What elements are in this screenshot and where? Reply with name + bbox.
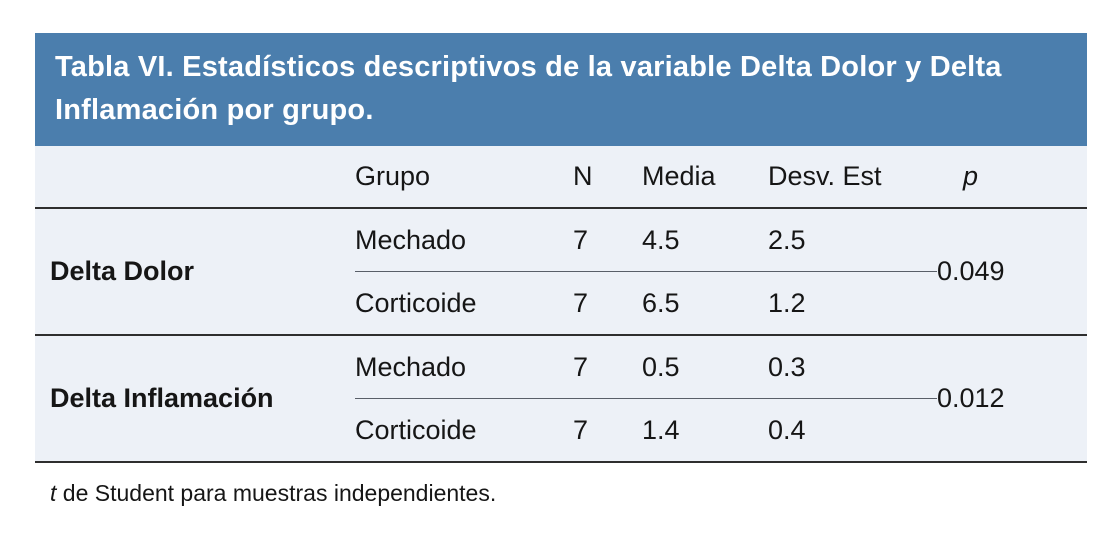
- cell-n: 7: [573, 414, 589, 445]
- cell-desv: 0.4: [768, 414, 806, 445]
- col-header-n: N: [573, 146, 642, 209]
- table-title: Tabla VI. Estadísticos descriptivos de l…: [35, 33, 1087, 146]
- cell-n: 7: [573, 335, 642, 399]
- cell-desv: 0.3: [768, 335, 937, 399]
- cell-grupo: Mechado: [355, 208, 573, 272]
- cell-grupo: Corticoide: [355, 414, 477, 445]
- col-header-desv-est: Desv. Est: [768, 146, 937, 209]
- statistics-table: Grupo N Media Desv. Est p Delta Dolor Me…: [35, 146, 1087, 463]
- cell-p-value: 0.049: [937, 208, 1087, 336]
- table-footnote: t de Student para muestras independiente…: [50, 480, 1087, 507]
- table-row: Corticoide 7 6.5 1.2: [35, 271, 1087, 336]
- table-row: Corticoide 7 1.4 0.4: [35, 399, 1087, 463]
- cell-p-value: 0.012: [937, 383, 1005, 413]
- header-row: Grupo N Media Desv. Est p: [35, 146, 1087, 209]
- col-header-media: Media: [642, 146, 768, 209]
- cell-grupo: Corticoide: [355, 271, 573, 336]
- cell-media: 6.5: [642, 271, 768, 336]
- table-header: Grupo N Media Desv. Est p: [35, 146, 1087, 209]
- footnote-text: de Student para muestras independientes.: [56, 480, 497, 506]
- cell-n: 7: [573, 208, 642, 272]
- variable-label-delta-dolor: Delta Dolor: [35, 208, 355, 336]
- cell-desv: 1.2: [768, 271, 937, 336]
- cell-desv: 2.5: [768, 208, 937, 272]
- variable-label-delta-inflamacion: Delta Inflamación: [50, 383, 274, 413]
- cell-n: 7: [573, 271, 642, 336]
- col-header-p: p: [937, 146, 1087, 209]
- table-row: Delta Inflamación Mechado 7 0.5 0.3 0.01…: [35, 335, 1087, 413]
- col-header-grupo: Grupo: [355, 146, 573, 209]
- table-container: Tabla VI. Estadísticos descriptivos de l…: [35, 33, 1087, 507]
- table-row: Delta Dolor Mechado 7 4.5 2.5 0.049: [35, 208, 1087, 336]
- cell-grupo: Mechado: [355, 335, 573, 399]
- footnote-italic-t: t: [50, 480, 57, 506]
- cell-media: 1.4: [642, 414, 680, 445]
- col-header-variable: [35, 146, 355, 209]
- cell-media: 4.5: [642, 208, 768, 272]
- table-body: Delta Dolor Mechado 7 4.5 2.5 0.049 Cort…: [35, 208, 1087, 462]
- cell-media: 0.5: [642, 335, 768, 399]
